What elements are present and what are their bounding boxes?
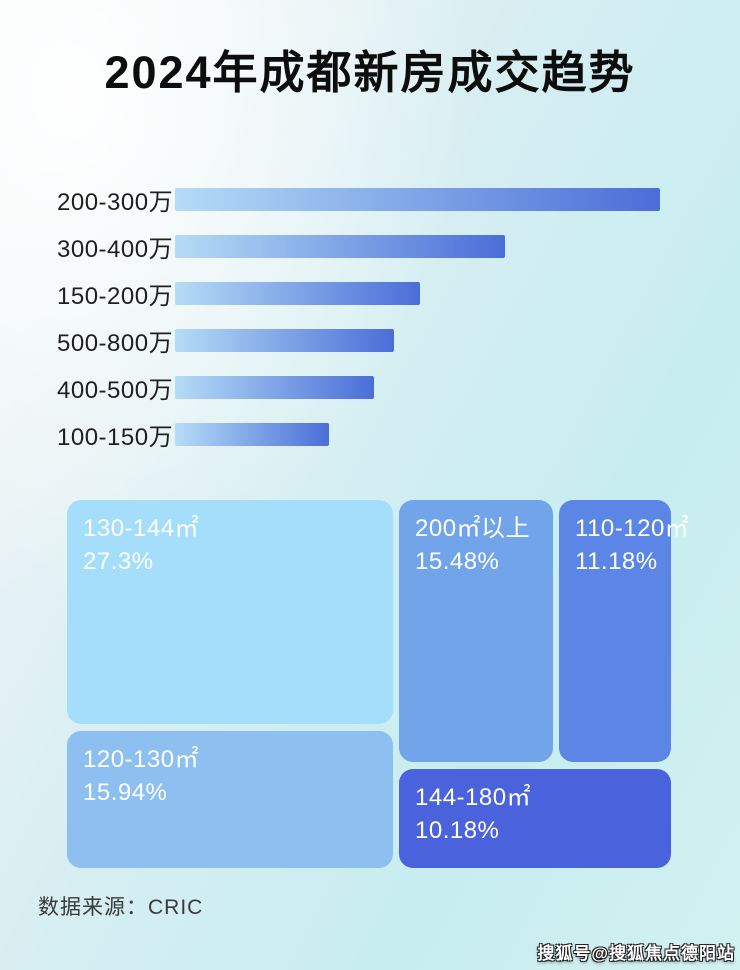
bar: [175, 282, 420, 305]
treemap-block-value: 11.18%: [575, 548, 658, 575]
bar-row: 500-800万: [57, 317, 697, 364]
watermark-text: 搜狐号@搜狐焦点德阳站: [537, 944, 735, 963]
bar-row: 200-300万: [57, 176, 697, 223]
bar-row: 100-150万: [57, 411, 697, 458]
bar-row: 150-200万: [57, 270, 697, 317]
bar: [175, 423, 329, 446]
treemap-block-label: 110-120㎡: [575, 515, 690, 542]
bar: [175, 376, 374, 399]
treemap-block: 130-144㎡ 27.3%: [67, 500, 393, 724]
treemap-block: 120-130㎡ 15.94%: [67, 731, 393, 868]
bar-category-label: 200-300万: [57, 189, 174, 216]
price-bar-chart: 200-300万 300-400万 150-200万 500-800万 400-500万…: [57, 176, 697, 458]
treemap-block-value: 15.48%: [415, 548, 500, 575]
data-source-label: 数据来源：CRIC: [38, 896, 204, 919]
page-title: 2024年成都新房成交趋势: [104, 47, 636, 98]
treemap-block: 200㎡以上 15.48%: [399, 500, 553, 762]
treemap-block-value: 27.3%: [83, 548, 154, 575]
bar-category-label: 150-200万: [57, 283, 174, 310]
bar-category-label: 400-500万: [57, 377, 174, 404]
bar: [175, 329, 394, 352]
treemap-block: 144-180㎡ 10.18%: [399, 769, 671, 868]
bar-row: 400-500万: [57, 364, 697, 411]
treemap-block-label: 144-180㎡: [415, 784, 532, 811]
treemap-block-value: 10.18%: [415, 817, 500, 844]
bar-category-label: 500-800万: [57, 330, 174, 357]
bar-category-label: 300-400万: [57, 236, 174, 263]
treemap-block-label: 120-130㎡: [83, 746, 200, 773]
treemap-block-label: 200㎡以上: [415, 515, 531, 542]
treemap-block-value: 15.94%: [83, 779, 168, 806]
bar: [175, 235, 505, 258]
bar-row: 300-400万: [57, 223, 697, 270]
bar: [175, 188, 660, 211]
treemap-block-label: 130-144㎡: [83, 515, 200, 542]
treemap-block: 110-120㎡ 11.18%: [559, 500, 690, 762]
bar-category-label: 100-150万: [57, 424, 174, 451]
